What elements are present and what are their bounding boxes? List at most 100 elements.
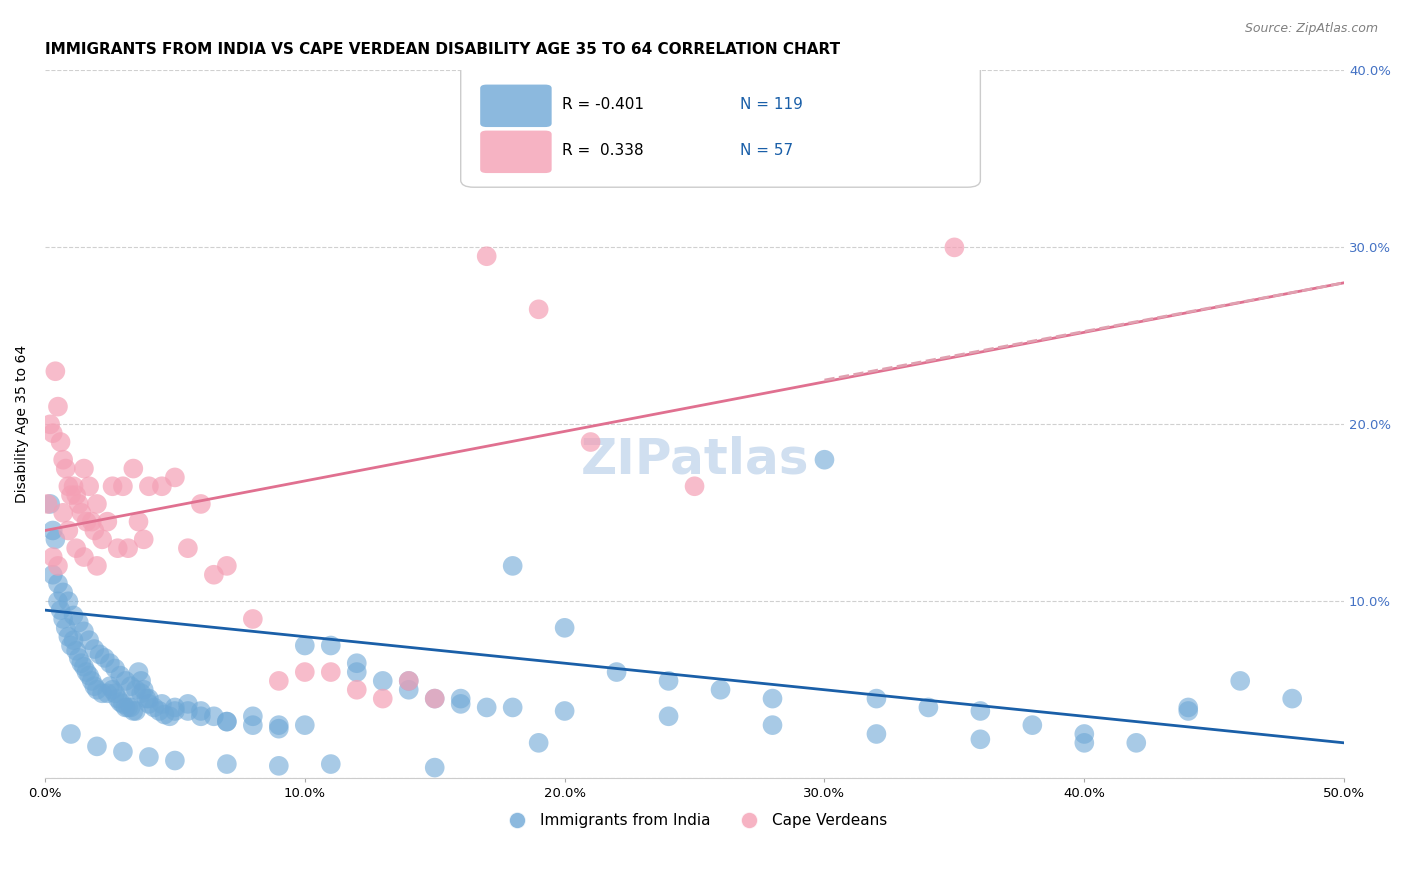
Point xyxy=(98,679,121,693)
Point xyxy=(62,633,84,648)
Point xyxy=(46,576,69,591)
Point xyxy=(150,479,173,493)
Point xyxy=(475,249,498,263)
Point xyxy=(1125,736,1147,750)
Point xyxy=(59,727,82,741)
Point xyxy=(107,541,129,556)
Point xyxy=(346,657,368,671)
Point xyxy=(943,240,966,254)
Point xyxy=(70,506,93,520)
Point xyxy=(242,709,264,723)
Point xyxy=(104,686,127,700)
Text: R =  0.338: R = 0.338 xyxy=(562,143,644,158)
Point xyxy=(683,479,706,493)
Text: R = -0.401: R = -0.401 xyxy=(562,97,644,112)
Point xyxy=(86,497,108,511)
Point xyxy=(163,470,186,484)
Point xyxy=(423,691,446,706)
Point xyxy=(98,657,121,671)
Point xyxy=(46,400,69,414)
Point xyxy=(371,673,394,688)
Point xyxy=(42,567,65,582)
Point xyxy=(110,668,132,682)
Text: N = 57: N = 57 xyxy=(740,143,793,158)
Point xyxy=(138,750,160,764)
Point xyxy=(77,479,100,493)
Point xyxy=(865,691,887,706)
Point xyxy=(138,691,160,706)
Point xyxy=(128,515,150,529)
Point xyxy=(42,426,65,441)
Point xyxy=(319,665,342,679)
Point xyxy=(44,533,66,547)
Point xyxy=(59,488,82,502)
Point xyxy=(117,700,139,714)
Point xyxy=(107,691,129,706)
Point xyxy=(346,665,368,679)
Point xyxy=(129,686,152,700)
Point xyxy=(267,673,290,688)
Point xyxy=(93,651,115,665)
Point xyxy=(215,757,238,772)
Point xyxy=(398,673,420,688)
Point xyxy=(1021,718,1043,732)
Point xyxy=(138,697,160,711)
Point xyxy=(423,761,446,775)
Point xyxy=(55,461,77,475)
Point xyxy=(215,558,238,573)
Point xyxy=(1073,727,1095,741)
Point xyxy=(242,718,264,732)
Point xyxy=(579,435,602,450)
Text: Source: ZipAtlas.com: Source: ZipAtlas.com xyxy=(1244,22,1378,36)
Point xyxy=(371,691,394,706)
Point xyxy=(114,700,136,714)
Point xyxy=(132,682,155,697)
Point xyxy=(177,697,200,711)
Point xyxy=(177,541,200,556)
Point xyxy=(153,707,176,722)
Text: IMMIGRANTS FROM INDIA VS CAPE VERDEAN DISABILITY AGE 35 TO 64 CORRELATION CHART: IMMIGRANTS FROM INDIA VS CAPE VERDEAN DI… xyxy=(45,42,841,57)
Point xyxy=(267,722,290,736)
Point xyxy=(117,541,139,556)
Point xyxy=(527,736,550,750)
Point xyxy=(58,630,80,644)
Point xyxy=(502,558,524,573)
Legend: Immigrants from India, Cape Verdeans: Immigrants from India, Cape Verdeans xyxy=(496,807,893,834)
Point xyxy=(1281,691,1303,706)
Point xyxy=(73,461,96,475)
Point xyxy=(267,759,290,773)
Point xyxy=(132,533,155,547)
Point xyxy=(111,479,134,493)
Point xyxy=(215,714,238,729)
Point xyxy=(215,714,238,729)
Point xyxy=(294,718,316,732)
Point xyxy=(59,639,82,653)
Point xyxy=(77,633,100,648)
Point xyxy=(73,549,96,564)
Text: ZIPatlas: ZIPatlas xyxy=(581,435,808,483)
FancyBboxPatch shape xyxy=(481,130,551,173)
Point xyxy=(52,506,75,520)
Point xyxy=(138,479,160,493)
Point xyxy=(125,704,148,718)
Point xyxy=(527,302,550,317)
Point xyxy=(135,691,157,706)
Point xyxy=(294,639,316,653)
Point xyxy=(73,659,96,673)
Point xyxy=(143,700,166,714)
Point xyxy=(76,515,98,529)
Point xyxy=(65,488,87,502)
Point xyxy=(39,417,62,432)
Point xyxy=(114,673,136,688)
Point xyxy=(554,621,576,635)
Point xyxy=(49,603,72,617)
Point xyxy=(120,700,142,714)
Point xyxy=(62,608,84,623)
Point xyxy=(242,612,264,626)
Point xyxy=(67,497,90,511)
Point xyxy=(761,691,783,706)
Point xyxy=(111,745,134,759)
Point xyxy=(163,704,186,718)
Point xyxy=(80,673,103,688)
Point xyxy=(67,651,90,665)
